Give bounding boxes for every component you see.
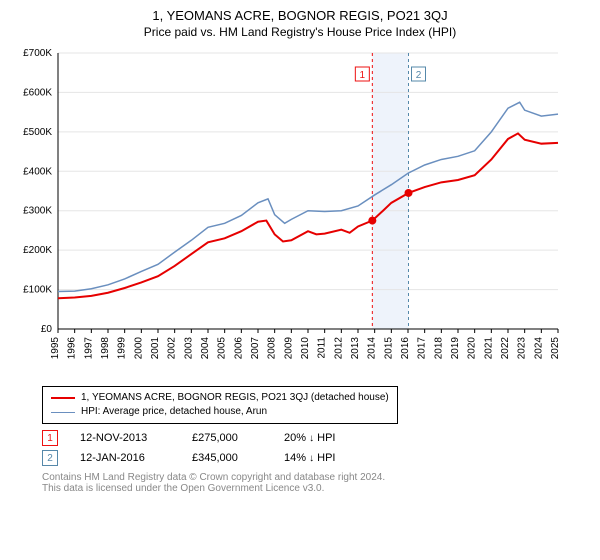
svg-text:2015: 2015 [383, 337, 394, 360]
legend-label: 1, YEOMANS ACRE, BOGNOR REGIS, PO21 3QJ … [81, 391, 389, 405]
svg-text:£400K: £400K [23, 166, 52, 177]
svg-text:2016: 2016 [400, 337, 411, 360]
svg-text:2001: 2001 [150, 337, 161, 360]
down-arrow-icon: ↓ [309, 433, 314, 444]
footer: Contains HM Land Registry data © Crown c… [42, 472, 592, 494]
svg-text:1996: 1996 [67, 337, 78, 360]
svg-text:2006: 2006 [233, 337, 244, 360]
svg-text:2013: 2013 [350, 337, 361, 360]
svg-text:2007: 2007 [250, 337, 261, 360]
svg-text:2023: 2023 [517, 337, 528, 360]
legend: 1, YEOMANS ACRE, BOGNOR REGIS, PO21 3QJ … [42, 386, 398, 424]
svg-text:1995: 1995 [50, 337, 61, 360]
svg-text:2020: 2020 [467, 337, 478, 360]
event-price: £345,000 [192, 452, 262, 464]
svg-text:£700K: £700K [23, 48, 52, 59]
legend-label: HPI: Average price, detached house, Arun [81, 405, 267, 419]
svg-text:2008: 2008 [267, 337, 278, 360]
svg-text:2017: 2017 [417, 337, 428, 360]
legend-swatch [51, 412, 75, 413]
event-pct: 20% ↓ HPI [284, 432, 336, 444]
down-arrow-icon: ↓ [309, 453, 314, 464]
footer-line: This data is licensed under the Open Gov… [42, 483, 592, 494]
svg-text:2009: 2009 [283, 337, 294, 360]
svg-text:2012: 2012 [333, 337, 344, 360]
chart-title: 1, YEOMANS ACRE, BOGNOR REGIS, PO21 3QJ [8, 8, 592, 23]
svg-text:2: 2 [416, 70, 422, 81]
svg-text:2019: 2019 [450, 337, 461, 360]
svg-text:2003: 2003 [183, 337, 194, 360]
svg-text:2004: 2004 [200, 337, 211, 360]
event-row: 1 12-NOV-2013 £275,000 20% ↓ HPI [42, 430, 592, 446]
svg-text:1998: 1998 [100, 337, 111, 360]
event-date: 12-JAN-2016 [80, 452, 170, 464]
svg-text:1997: 1997 [83, 337, 94, 360]
event-row: 2 12-JAN-2016 £345,000 14% ↓ HPI [42, 450, 592, 466]
legend-item: 1, YEOMANS ACRE, BOGNOR REGIS, PO21 3QJ … [51, 391, 389, 405]
svg-text:£300K: £300K [23, 206, 52, 217]
svg-text:2002: 2002 [167, 337, 178, 360]
svg-text:2005: 2005 [217, 337, 228, 360]
line-chart: £0 £100K £200K £300K £400K £500K £600K £700K 199… [8, 45, 568, 375]
svg-text:1999: 1999 [117, 337, 128, 360]
event-price: £275,000 [192, 432, 262, 444]
svg-text:2022: 2022 [500, 337, 511, 360]
svg-text:2011: 2011 [317, 337, 328, 359]
legend-swatch [51, 397, 75, 399]
svg-text:£200K: £200K [23, 245, 52, 256]
svg-text:£0: £0 [41, 324, 53, 335]
svg-text:£500K: £500K [23, 127, 52, 138]
event-marker-icon: 2 [42, 450, 58, 466]
chart-subtitle: Price paid vs. HM Land Registry's House … [8, 25, 592, 39]
svg-text:£600K: £600K [23, 87, 52, 98]
svg-text:2010: 2010 [300, 337, 311, 360]
svg-text:2018: 2018 [433, 337, 444, 360]
svg-text:1: 1 [360, 70, 366, 81]
svg-text:2025: 2025 [550, 337, 561, 360]
svg-text:£100K: £100K [23, 285, 52, 296]
svg-text:2021: 2021 [483, 337, 494, 360]
svg-text:2014: 2014 [367, 337, 378, 360]
legend-item: HPI: Average price, detached house, Arun [51, 405, 389, 419]
footer-line: Contains HM Land Registry data © Crown c… [42, 472, 592, 483]
events-table: 1 12-NOV-2013 £275,000 20% ↓ HPI 2 12-JA… [42, 430, 592, 466]
chart-container: £0 £100K £200K £300K £400K £500K £600K £700K 199… [8, 45, 592, 380]
event-marker-icon: 1 [42, 430, 58, 446]
event-date: 12-NOV-2013 [80, 432, 170, 444]
event-pct: 14% ↓ HPI [284, 452, 336, 464]
svg-text:2024: 2024 [533, 337, 544, 360]
svg-text:2000: 2000 [133, 337, 144, 360]
